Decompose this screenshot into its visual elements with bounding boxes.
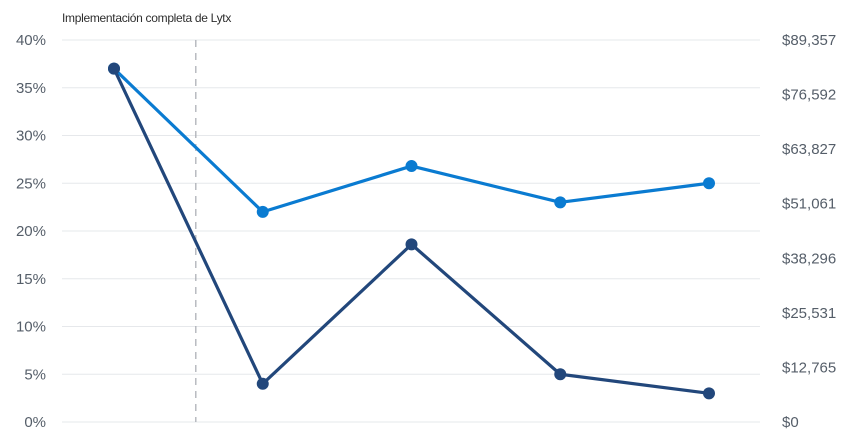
right-tick-label: $76,592 [782, 87, 836, 104]
series-2-point [703, 387, 715, 400]
series-1-point [405, 160, 418, 173]
right-tick-label: $0 [782, 414, 799, 431]
chart-title: Implementación completa de Lytx [62, 11, 231, 25]
series-1-point [703, 177, 715, 190]
series-1-line [112, 67, 711, 214]
left-y-axis: 0% 5% 10% 15% 20% 25% 30% 35% 40% [16, 32, 46, 431]
left-tick-label: 25% [16, 175, 46, 192]
left-tick-label: 30% [16, 128, 46, 145]
left-tick-label: 10% [16, 319, 46, 336]
series-group [108, 62, 715, 400]
right-tick-label: $89,357 [782, 32, 836, 49]
gridlines [62, 39, 760, 423]
left-tick-label: 15% [16, 271, 46, 288]
left-tick-label: 40% [16, 32, 46, 49]
series-2-point [108, 62, 120, 75]
series-1-point [256, 205, 269, 218]
series-2-point [405, 238, 418, 251]
right-tick-label: $51,061 [782, 196, 836, 213]
left-tick-label: 5% [24, 366, 46, 383]
right-tick-label: $38,296 [782, 250, 836, 267]
series-2-point [554, 368, 567, 381]
series-1-point [554, 196, 567, 209]
right-tick-label: $25,531 [782, 305, 836, 322]
right-y-axis: $0 $12,765 $25,531 $38,296 $51,061 $63,827 $76… [782, 32, 836, 431]
right-tick-label: $63,827 [782, 141, 836, 158]
right-tick-label: $12,765 [782, 359, 836, 376]
left-tick-label: 35% [16, 80, 46, 97]
series-2-point [256, 377, 269, 390]
left-tick-label: 0% [24, 414, 46, 431]
left-tick-label: 20% [16, 223, 46, 240]
